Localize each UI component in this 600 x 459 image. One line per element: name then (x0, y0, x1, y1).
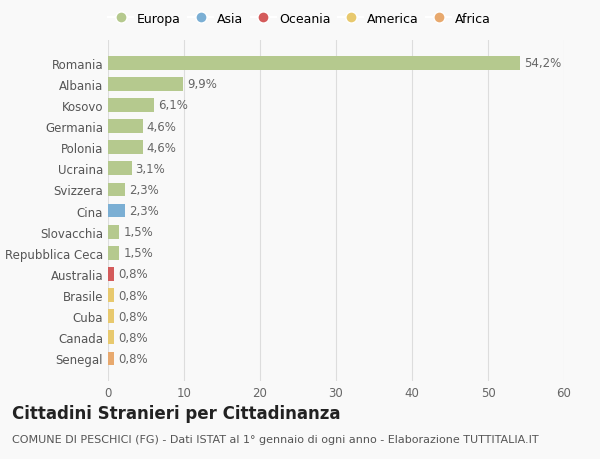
Bar (108, 352, 114, 365)
Text: 0,8%: 0,8% (118, 289, 148, 302)
Text: Cittadini Stranieri per Cittadinanza: Cittadini Stranieri per Cittadinanza (12, 404, 341, 422)
Bar (108, 57, 520, 70)
Bar (108, 78, 183, 91)
Text: 6,1%: 6,1% (158, 99, 188, 112)
Bar (108, 204, 125, 218)
Bar (108, 162, 131, 176)
Text: 4,6%: 4,6% (147, 141, 176, 154)
Text: 0,8%: 0,8% (118, 352, 148, 365)
Bar (108, 183, 125, 197)
Bar (108, 310, 114, 324)
Bar (108, 246, 119, 260)
Text: 1,5%: 1,5% (123, 247, 153, 260)
Text: COMUNE DI PESCHICI (FG) - Dati ISTAT al 1° gennaio di ogni anno - Elaborazione T: COMUNE DI PESCHICI (FG) - Dati ISTAT al … (12, 434, 539, 444)
Text: 1,5%: 1,5% (123, 226, 153, 239)
Bar (108, 289, 114, 302)
Text: 0,8%: 0,8% (118, 268, 148, 281)
Bar (108, 141, 143, 155)
Text: 3,1%: 3,1% (136, 162, 165, 175)
Bar (108, 99, 154, 112)
Bar (108, 331, 114, 344)
Bar (108, 268, 114, 281)
Bar (108, 225, 119, 239)
Text: 2,3%: 2,3% (129, 205, 159, 218)
Text: 0,8%: 0,8% (118, 310, 148, 323)
Text: 0,8%: 0,8% (118, 331, 148, 344)
Text: 54,2%: 54,2% (524, 57, 561, 70)
Legend: Europa, Asia, Oceania, America, Africa: Europa, Asia, Oceania, America, Africa (106, 10, 494, 28)
Text: 2,3%: 2,3% (129, 184, 159, 196)
Text: 9,9%: 9,9% (187, 78, 217, 91)
Bar (108, 120, 143, 134)
Text: 4,6%: 4,6% (147, 120, 176, 133)
